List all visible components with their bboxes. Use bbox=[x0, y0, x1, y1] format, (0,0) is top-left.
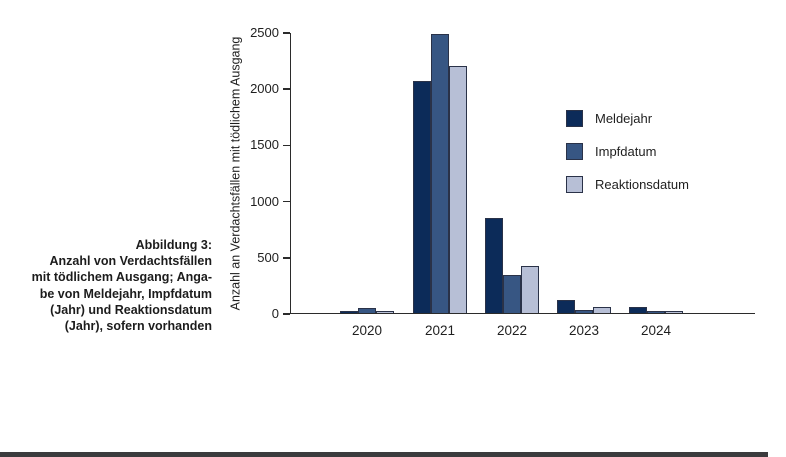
x-tick-label-2023: 2023 bbox=[568, 323, 600, 338]
legend-swatch-impfdatum bbox=[566, 143, 583, 160]
legend-item-reaktionsdatum: Reaktionsdatum bbox=[566, 176, 689, 193]
legend-label: Reaktionsdatum bbox=[595, 177, 689, 192]
y-tick-label: 2000 bbox=[250, 81, 279, 97]
y-tick-label: 0 bbox=[271, 306, 279, 321]
x-tick-label-2020: 2020 bbox=[351, 323, 383, 338]
bar-meldejahr-2022 bbox=[485, 218, 503, 313]
legend-item-meldejahr: Meldejahr bbox=[566, 110, 689, 127]
legend-swatch-reaktionsdatum bbox=[566, 176, 583, 193]
bar-reaktionsdatum-2022 bbox=[521, 265, 539, 313]
bar-meldejahr-2024 bbox=[629, 307, 647, 313]
bar-impfdatum-2024 bbox=[647, 311, 665, 313]
legend-item-impfdatum: Impfdatum bbox=[566, 143, 689, 160]
y-tick-label: 2500 bbox=[250, 25, 279, 40]
y-tick-label: 500 bbox=[257, 249, 279, 265]
y-tick-mark bbox=[282, 313, 290, 315]
y-tick-mark bbox=[282, 144, 290, 147]
y-tick-mark bbox=[282, 257, 290, 259]
bar-impfdatum-2023 bbox=[575, 310, 593, 313]
y-tick-label: 1500 bbox=[250, 137, 279, 153]
bar-impfdatum-2022 bbox=[503, 274, 521, 313]
x-tick-label-2022: 2022 bbox=[496, 323, 528, 338]
x-tick-label-2021: 2021 bbox=[424, 323, 456, 338]
legend: Meldejahr Impfdatum Reaktionsdatum bbox=[566, 110, 689, 209]
y-axis-title: Anzahl an Verdachtsfällen mit tödlichem … bbox=[228, 36, 243, 311]
bar-meldejahr-2021 bbox=[413, 81, 431, 313]
y-tick-mark bbox=[282, 88, 290, 90]
bar-reaktionsdatum-2020 bbox=[376, 311, 394, 313]
bar-impfdatum-2021 bbox=[431, 34, 449, 313]
figure-caption: Abbildung 3: Anzahl von Verdachtsfällen … bbox=[31, 238, 212, 334]
bottom-rule bbox=[0, 452, 768, 457]
bar-meldejahr-2020 bbox=[340, 311, 358, 313]
y-tick-mark bbox=[282, 32, 290, 34]
x-tick-label-2024: 2024 bbox=[640, 323, 672, 338]
legend-swatch-meldejahr bbox=[566, 110, 583, 127]
plot-area: 0 500 1000 1500 2000 2500 2020 2021 2022 2023 2024 bbox=[250, 25, 755, 338]
bar-meldejahr-2023 bbox=[557, 299, 575, 313]
bar-impfdatum-2020 bbox=[358, 307, 376, 313]
y-tick-label: 1000 bbox=[250, 193, 279, 209]
legend-label: Impfdatum bbox=[595, 144, 657, 159]
bar-reaktionsdatum-2023 bbox=[593, 307, 611, 313]
y-tick-mark bbox=[282, 200, 290, 203]
bar-reaktionsdatum-2021 bbox=[449, 65, 467, 313]
bar-reaktionsdatum-2024 bbox=[665, 311, 683, 313]
legend-label: Meldejahr bbox=[595, 111, 653, 126]
